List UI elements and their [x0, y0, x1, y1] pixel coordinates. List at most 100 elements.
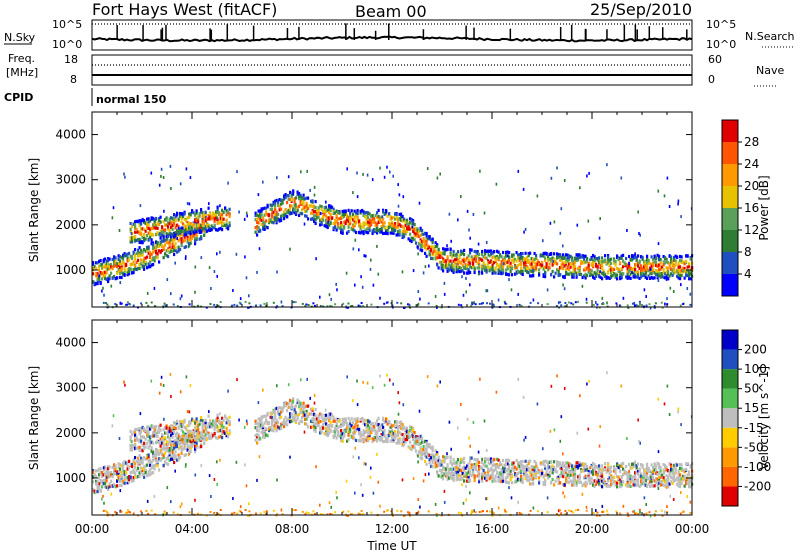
- colorbar-swatch: [722, 120, 738, 142]
- power-cell: [427, 302, 430, 305]
- power-cell: [505, 251, 508, 255]
- velocity-cell: [358, 432, 361, 436]
- nsky-trace: [91, 23, 693, 43]
- power-cell: [580, 272, 583, 276]
- power-cell: [639, 302, 641, 306]
- velocity-cell: [108, 471, 111, 475]
- power-cell: [535, 267, 538, 271]
- power-cell: [146, 222, 149, 226]
- power-cell: [634, 275, 637, 279]
- power-cell: [416, 229, 419, 233]
- velocity-cell: [152, 465, 155, 469]
- velocity-cell: [173, 426, 176, 430]
- velocity-cell: [207, 436, 210, 440]
- power-cell: [309, 188, 311, 192]
- power-cell: [410, 222, 413, 226]
- power-cell: [383, 175, 386, 179]
- power-cell: [472, 262, 475, 266]
- power-cell: [165, 249, 168, 253]
- velocity-cell: [353, 430, 356, 434]
- velocity-cell: [144, 437, 147, 441]
- velocity-cell: [277, 408, 280, 412]
- power-cell: [577, 271, 580, 275]
- power-cell: [401, 232, 404, 236]
- power-cell: [176, 230, 179, 234]
- velocity-cell: [120, 475, 123, 479]
- power-cell: [470, 304, 473, 307]
- power-cell: [320, 207, 323, 211]
- velocity-cell: [179, 455, 182, 459]
- power-cell: [545, 252, 548, 256]
- power-cell: [209, 228, 212, 232]
- power-cell: [201, 211, 204, 215]
- power-cell: [368, 218, 371, 222]
- velocity-cell: [126, 464, 129, 468]
- power-cell: [446, 255, 449, 259]
- power-cell: [391, 231, 394, 235]
- power-cell: [394, 212, 397, 216]
- velocity-cell: [119, 469, 122, 473]
- velocity-cell: [138, 445, 141, 449]
- velocity-cell: [152, 434, 155, 438]
- power-cell: [428, 264, 430, 268]
- power-cell: [530, 265, 533, 269]
- power-cell: [570, 302, 573, 305]
- velocity-cell: [284, 404, 287, 408]
- power-cell: [173, 231, 176, 235]
- velocity-cell: [203, 423, 206, 427]
- power-cell: [397, 222, 400, 226]
- power-cell: [667, 261, 670, 265]
- power-cell: [170, 225, 173, 229]
- power-cell: [107, 264, 110, 269]
- velocity-cell: [182, 420, 185, 424]
- power-cell: [110, 284, 113, 288]
- power-cell: [116, 262, 118, 266]
- power-cell: [544, 251, 547, 255]
- power-cell: [604, 260, 607, 264]
- power-cell: [216, 216, 219, 220]
- power-cell: [158, 222, 161, 226]
- velocity-cell: [367, 439, 370, 443]
- power-cell: [137, 251, 140, 255]
- power-cell: [171, 227, 174, 231]
- colorbar-swatch: [722, 230, 738, 252]
- power-cell: [406, 218, 409, 222]
- velocity-cell: [388, 434, 391, 438]
- power-cell: [635, 275, 638, 279]
- power-cell: [563, 256, 566, 260]
- power-cell: [322, 210, 325, 214]
- power-cell: [134, 230, 137, 234]
- power-cell: [389, 217, 392, 221]
- velocity-cell: [170, 455, 173, 459]
- power-data-cells: [92, 163, 694, 310]
- velocity-cell: [105, 467, 108, 471]
- power-cell: [354, 283, 356, 287]
- velocity-cell: [201, 427, 204, 431]
- power-cell: [538, 273, 541, 277]
- power-cell: [219, 226, 222, 231]
- power-cell: [379, 166, 381, 170]
- velocity-cell: [92, 469, 95, 473]
- power-cell: [275, 219, 278, 223]
- velocity-cell: [359, 435, 362, 439]
- power-cell: [126, 273, 129, 277]
- power-cell: [635, 256, 638, 260]
- velocity-cell: [409, 446, 412, 450]
- velocity-cell: [265, 414, 268, 418]
- power-cell: [173, 245, 176, 249]
- power-cell: [278, 218, 281, 222]
- power-cell: [125, 253, 128, 257]
- power-cell: [614, 260, 617, 264]
- power-cell: [116, 276, 119, 280]
- velocity-cell: [257, 424, 260, 428]
- velocity-cell: [131, 463, 134, 467]
- power-cell: [147, 262, 150, 266]
- power-cell: [159, 243, 162, 247]
- velocity-cell: [358, 438, 361, 442]
- power-cell: [680, 261, 683, 265]
- power-cell: [358, 248, 360, 252]
- velocity-cell: [221, 432, 224, 436]
- power-cell: [326, 305, 329, 308]
- velocity-cell: [329, 420, 332, 424]
- power-cell: [122, 260, 125, 264]
